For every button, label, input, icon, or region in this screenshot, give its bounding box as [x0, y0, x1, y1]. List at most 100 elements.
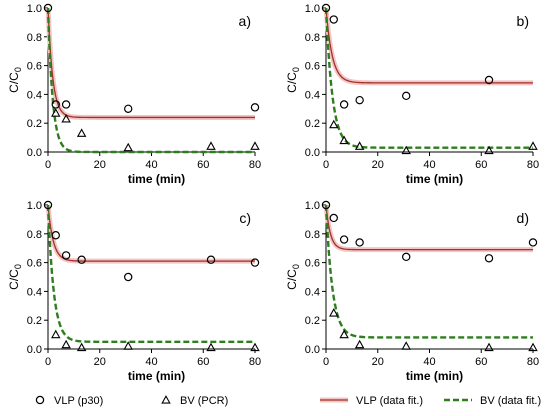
x-tick-label: 40 — [423, 159, 435, 171]
bv-data-point — [484, 145, 494, 155]
vlp-data-point — [43, 3, 53, 13]
bv-fit-line — [324, 7, 533, 149]
vlp-data-point — [339, 235, 349, 244]
y-axis-label-sub: 0 — [13, 264, 23, 269]
y-tick-label: 0.4 — [305, 89, 320, 101]
bv-data-point — [528, 141, 538, 150]
legend-label: VLP (p30) — [54, 395, 103, 407]
y-axis-label-sub: 0 — [291, 264, 301, 269]
legend-label: BV (data fit.) — [480, 395, 541, 407]
bv-fit-line — [324, 204, 533, 339]
bv-data-point — [123, 142, 133, 152]
y-tick-label: 1.0 — [27, 3, 42, 15]
vlp-data-point — [321, 200, 331, 210]
panel-c: 0.0 0.2 0.4 0.6 0.8 1.0 0 20 40 60 80 time (min) C/C… — [7, 200, 261, 383]
y-tick-label: 0.0 — [305, 344, 320, 356]
x-tick-label: 60 — [197, 159, 209, 171]
x-tick-label: 80 — [249, 356, 261, 368]
vlp-fit-line — [325, 204, 533, 251]
legend-item: BV (data fit.) — [444, 395, 541, 407]
bv-data-point — [206, 141, 216, 150]
legend-triangle-icon — [161, 395, 171, 404]
y-tick-label: 0.8 — [27, 229, 42, 241]
vlp-fit-line — [47, 7, 255, 119]
y-tick-label: 0.6 — [305, 61, 320, 73]
bv-data-point — [76, 128, 87, 137]
x-tick-label: 0 — [323, 356, 329, 368]
x-tick-label: 60 — [197, 356, 209, 368]
x-tick-label: 20 — [94, 356, 106, 368]
y-tick-label: 0.4 — [27, 89, 42, 101]
x-axis-label: time (min) — [406, 172, 463, 186]
x-tick-label: 20 — [94, 159, 106, 171]
vlp-data-point — [329, 15, 338, 24]
y-tick-label: 0.2 — [27, 315, 42, 327]
y-tick-label: 0.6 — [305, 258, 320, 270]
vlp-data-point — [250, 258, 260, 267]
y-axis-label-main: C/C — [7, 72, 21, 93]
bv-data-point — [329, 119, 339, 129]
vlp-data-point — [402, 252, 411, 262]
legend-label: BV (PCR) — [180, 395, 228, 407]
vlp-data-point — [61, 251, 71, 260]
legend-item: VLP (data fit.) — [320, 395, 423, 407]
bv-data-point — [123, 341, 133, 350]
y-tick-label: 0.0 — [27, 147, 42, 159]
y-tick-label: 0.2 — [305, 315, 320, 327]
bv-data-point — [354, 339, 365, 349]
x-tick-label: 60 — [475, 356, 487, 368]
vlp-fit-band — [45, 204, 255, 264]
y-tick-label: 0.0 — [305, 147, 320, 159]
y-tick-label: 1.0 — [27, 200, 42, 212]
y-tick-label: 1.0 — [305, 3, 320, 15]
bv-data-point — [339, 329, 349, 339]
bv-data-point — [329, 308, 339, 317]
x-tick-label: 80 — [527, 159, 539, 171]
y-tick-label: 0.8 — [27, 32, 42, 44]
x-tick-label: 40 — [145, 356, 157, 368]
vlp-data-point — [250, 103, 260, 112]
x-tick-label: 0 — [45, 356, 51, 368]
vlp-data-point — [484, 75, 494, 85]
y-axis-label: C/C0 — [7, 67, 23, 93]
y-tick-label: 0.6 — [27, 258, 42, 270]
vlp-data-point — [355, 95, 364, 105]
legend-item: VLP (p30) — [35, 395, 103, 407]
bv-data-point — [250, 342, 260, 352]
bv-data-point — [250, 141, 260, 150]
y-axis-label: C/C0 — [285, 67, 301, 93]
vlp-fit-line — [47, 204, 255, 262]
y-tick-label: 0.6 — [27, 61, 42, 73]
vlp-data-point — [321, 3, 331, 13]
y-axis-label: C/C0 — [285, 264, 301, 290]
vlp-fit-band — [323, 204, 533, 253]
bv-data-point — [528, 342, 538, 352]
bv-data-point — [401, 145, 411, 155]
x-axis-label: time (min) — [128, 369, 185, 383]
panel-a: 0.0 0.2 0.4 0.6 0.8 1.0 0 20 40 60 80 time (min) C/C… — [7, 3, 261, 186]
y-axis-label-main: C/C — [7, 269, 21, 290]
vlp-data-point — [206, 255, 216, 264]
y-tick-label: 0.8 — [305, 229, 320, 241]
vlp-data-point — [124, 272, 133, 282]
legend-label: VLP (data fit.) — [356, 395, 423, 407]
bv-data-point — [339, 135, 349, 145]
bv-data-point — [401, 341, 411, 350]
x-axis-label: time (min) — [406, 369, 463, 383]
x-tick-label: 80 — [527, 356, 539, 368]
vlp-data-point — [402, 91, 411, 101]
y-axis-label-main: C/C — [285, 72, 299, 93]
y-axis-label-sub: 0 — [291, 67, 301, 72]
bv-data-point — [484, 342, 494, 352]
y-tick-label: 1.0 — [305, 200, 320, 212]
vlp-data-point — [43, 200, 53, 210]
x-tick-label: 20 — [372, 159, 384, 171]
bv-fit-line — [46, 7, 255, 154]
legend-circle-icon — [35, 395, 45, 405]
vlp-fit-band — [323, 7, 533, 86]
panel-b: 0.0 0.2 0.4 0.6 0.8 1.0 0 20 40 60 80 time (min) C/C… — [285, 3, 539, 186]
vlp-data-point — [124, 104, 133, 114]
y-axis-label-sub: 0 — [13, 67, 23, 72]
bv-data-point — [61, 113, 71, 123]
